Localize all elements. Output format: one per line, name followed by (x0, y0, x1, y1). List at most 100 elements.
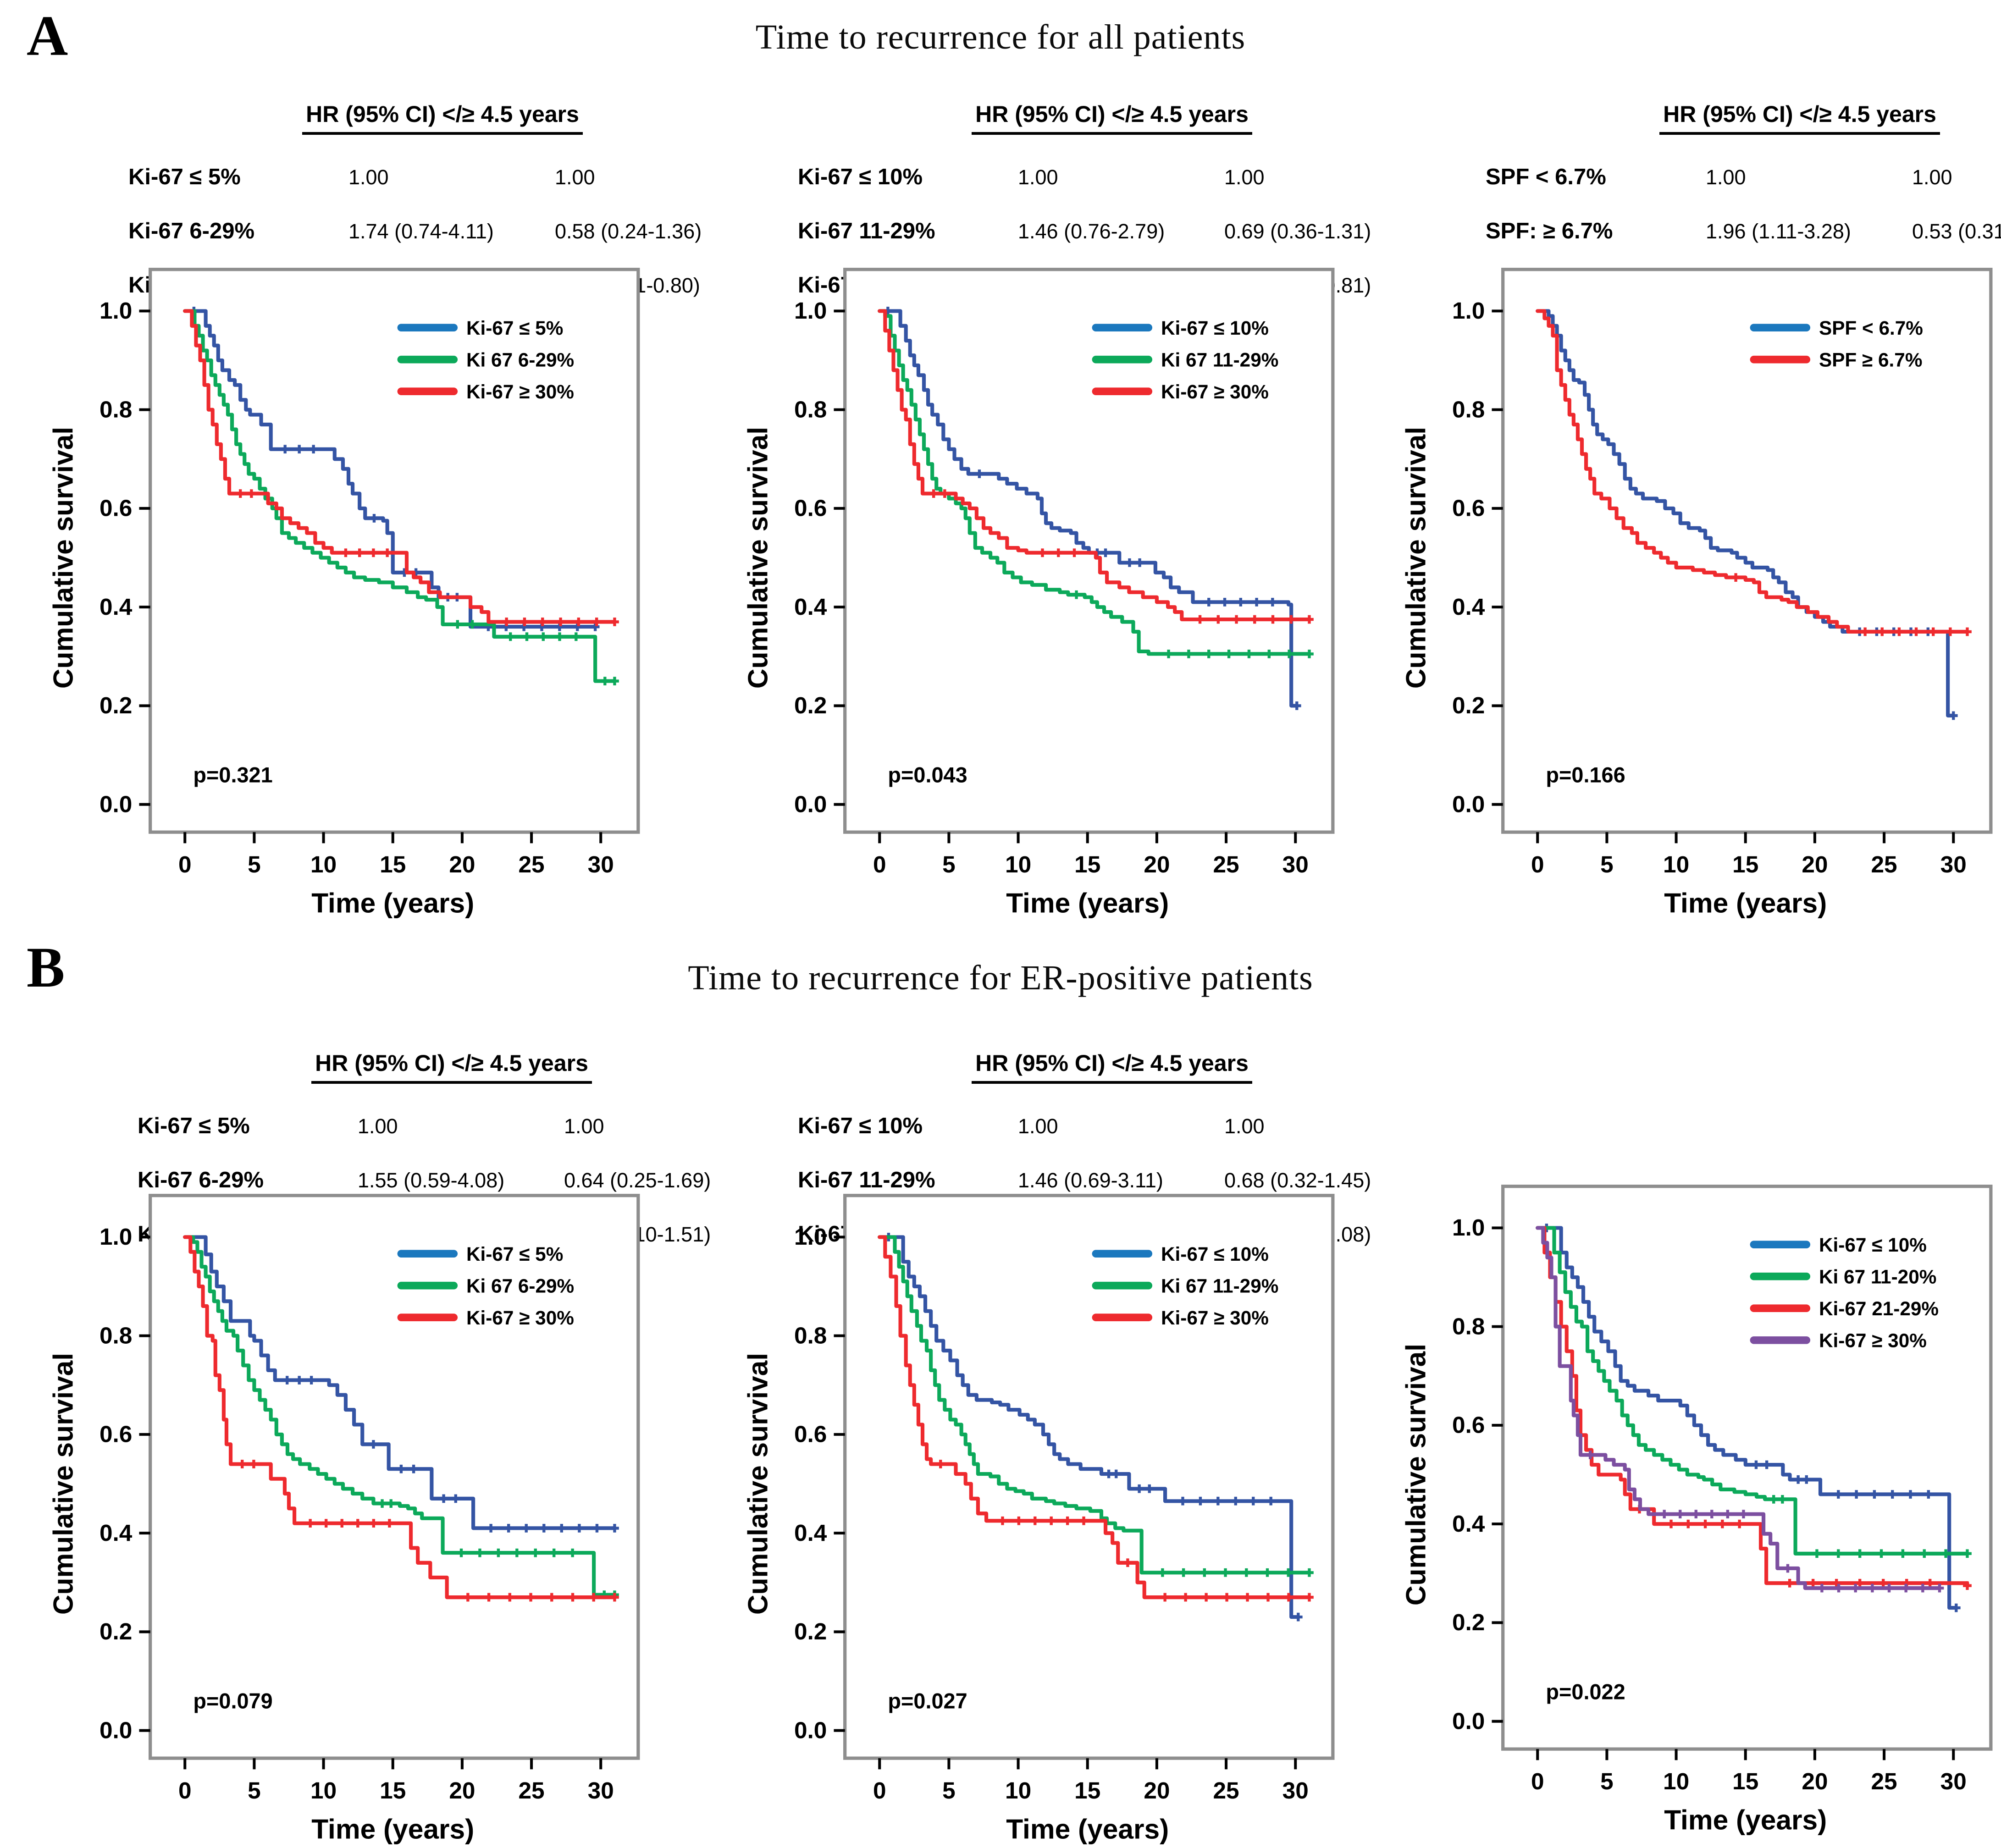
y-tick-label: 1.0 (99, 297, 132, 324)
km-curve (183, 309, 617, 683)
hr-row-label: Ki-67 6-29% (138, 1168, 264, 1192)
legend-label: Ki 67 6-29% (466, 349, 574, 370)
y-axis-title: Cumulative survival (1403, 427, 1431, 689)
x-tick-label: 5 (248, 1777, 261, 1804)
y-tick-label: 0.8 (1452, 396, 1485, 422)
y-tick-label: 0.6 (1452, 1412, 1485, 1438)
km-chart-a3: 0.0 0.2 0.4 0.6 0.8 1.0 0 5 10 15 20 25 30 Time (year… (1400, 250, 1999, 923)
km-curve (1536, 1226, 1958, 1610)
y-tick-label: 0.4 (99, 1519, 133, 1546)
y-tick-label: 0.0 (794, 790, 827, 817)
km-curve (183, 309, 617, 624)
legend-label: Ki-67 ≥ 30% (1819, 1329, 1927, 1351)
hr-row-value: 1.46 (0.76-2.79) (1018, 220, 1165, 243)
x-axis-title: Time (years) (311, 1813, 474, 1844)
km-plot: 0.0 0.2 0.4 0.6 0.8 1.0 0 5 10 15 20 25 30 Time (year… (47, 268, 640, 918)
p-value: p=0.027 (888, 1689, 967, 1713)
x-tick-label: 0 (873, 851, 886, 877)
y-tick-label: 0.8 (1452, 1313, 1485, 1339)
km-chart-b1: 0.0 0.2 0.4 0.6 0.8 1.0 0 5 10 15 20 25 30 Time (year… (47, 1176, 647, 1848)
p-value: p=0.321 (193, 763, 272, 787)
y-axis-title: Cumulative survival (1403, 1344, 1431, 1605)
x-tick-label: 5 (1600, 1768, 1614, 1794)
hr-row-value: 0.68 (0.32-1.45) (1224, 1169, 1371, 1192)
legend-label: Ki 67 11-29% (1161, 1275, 1278, 1296)
x-tick-label: 5 (1600, 851, 1614, 877)
panel-b-title: Time to recurrence for ER-positive patie… (688, 959, 1313, 997)
x-axis-title: Time (years) (1006, 1813, 1169, 1844)
hr-row-label: Ki-67 ≤ 10% (798, 165, 923, 189)
y-tick-label: 0.8 (794, 396, 827, 422)
km-plot: 0.0 0.2 0.4 0.6 0.8 1.0 0 5 10 15 20 25 30 Time (year… (47, 1194, 640, 1844)
km-curve (183, 1235, 617, 1597)
x-tick-label: 10 (1005, 1777, 1031, 1804)
hr-row-value: 1.00 (348, 165, 389, 189)
km-curve (878, 1235, 1300, 1619)
y-tick-label: 1.0 (794, 297, 827, 324)
y-tick-label: 0.8 (99, 396, 132, 422)
hr-table-header: HR (95% CI) </≥ 4.5 years (302, 101, 583, 135)
y-tick-label: 0.2 (99, 1618, 132, 1644)
y-tick-label: 1.0 (1452, 297, 1485, 324)
legend-label: Ki-67 ≤ 5% (466, 317, 563, 339)
y-tick-label: 0.2 (99, 692, 132, 718)
hr-row-label: Ki-67 ≤ 10% (798, 1114, 923, 1138)
km-curve (1536, 309, 1956, 717)
x-tick-label: 0 (873, 1777, 886, 1804)
hr-row-value: 0.64 (0.25-1.69) (564, 1169, 711, 1192)
hr-row-value: 1.00 (1912, 165, 1952, 189)
x-tick-label: 30 (588, 1777, 614, 1804)
km-chart-a1: 0.0 0.2 0.4 0.6 0.8 1.0 0 5 10 15 20 25 30 Time (year… (47, 250, 647, 923)
x-tick-label: 15 (1074, 851, 1100, 877)
x-tick-label: 30 (588, 851, 614, 877)
p-value: p=0.022 (1546, 1680, 1625, 1704)
hr-row-value: 1.00 (564, 1114, 604, 1138)
x-tick-label: 20 (1802, 851, 1828, 877)
hr-table-header: HR (95% CI) </≥ 4.5 years (972, 101, 1252, 135)
legend-label: Ki 67 11-29% (1161, 349, 1278, 370)
x-tick-label: 15 (1732, 851, 1758, 877)
y-tick-label: 0.8 (794, 1322, 827, 1348)
y-tick-label: 0.6 (1452, 495, 1485, 521)
x-tick-label: 10 (1005, 851, 1031, 877)
km-chart-a2: 0.0 0.2 0.4 0.6 0.8 1.0 0 5 10 15 20 25 30 Time (year… (742, 250, 1341, 923)
y-tick-label: 0.8 (99, 1322, 132, 1348)
y-tick-label: 0.0 (99, 1716, 132, 1743)
legend-label: Ki-67 ≤ 10% (1161, 317, 1269, 339)
legend-label: Ki 67 6-29% (466, 1275, 574, 1296)
x-tick-label: 0 (178, 851, 192, 877)
x-tick-label: 10 (310, 1777, 337, 1804)
x-axis-title: Time (years) (1664, 1804, 1827, 1835)
km-curve (1536, 1226, 1969, 1588)
km-curve (1536, 1226, 1942, 1590)
plot-frame (1501, 268, 1993, 834)
hr-row-label: Ki-67 ≤ 5% (128, 165, 241, 189)
hr-row-label: SPF < 6.7% (1486, 165, 1606, 189)
y-axis-title: Cumulative survival (50, 1353, 78, 1615)
legend-label: Ki-67 21-29% (1819, 1298, 1939, 1319)
x-tick-label: 10 (310, 851, 337, 877)
x-tick-label: 20 (1144, 851, 1170, 877)
x-tick-label: 30 (1282, 851, 1309, 877)
y-tick-label: 0.4 (794, 593, 827, 620)
y-tick-label: 0.2 (794, 1618, 827, 1644)
y-tick-label: 0.0 (1452, 1707, 1485, 1734)
y-tick-label: 0.2 (1452, 1609, 1485, 1635)
y-tick-label: 0.2 (1452, 692, 1485, 718)
y-tick-label: 0.2 (794, 692, 827, 718)
x-tick-label: 20 (449, 1777, 475, 1804)
y-tick-label: 1.0 (794, 1223, 827, 1250)
x-tick-label: 15 (380, 851, 406, 877)
plot-frame (843, 1194, 1335, 1760)
km-plot: 0.0 0.2 0.4 0.6 0.8 1.0 0 5 10 15 20 25 30 Time (year… (742, 1194, 1335, 1844)
x-tick-label: 15 (380, 1777, 406, 1804)
hr-table-header: HR (95% CI) </≥ 4.5 years (1659, 101, 1940, 135)
x-axis-title: Time (years) (1006, 887, 1169, 918)
km-curve (878, 1235, 1311, 1575)
y-tick-label: 0.4 (1452, 593, 1485, 620)
legend-label: Ki-67 ≤ 10% (1819, 1234, 1927, 1256)
y-tick-label: 0.4 (794, 1519, 827, 1546)
y-tick-label: 0.6 (99, 495, 132, 521)
p-value: p=0.079 (193, 1689, 272, 1713)
